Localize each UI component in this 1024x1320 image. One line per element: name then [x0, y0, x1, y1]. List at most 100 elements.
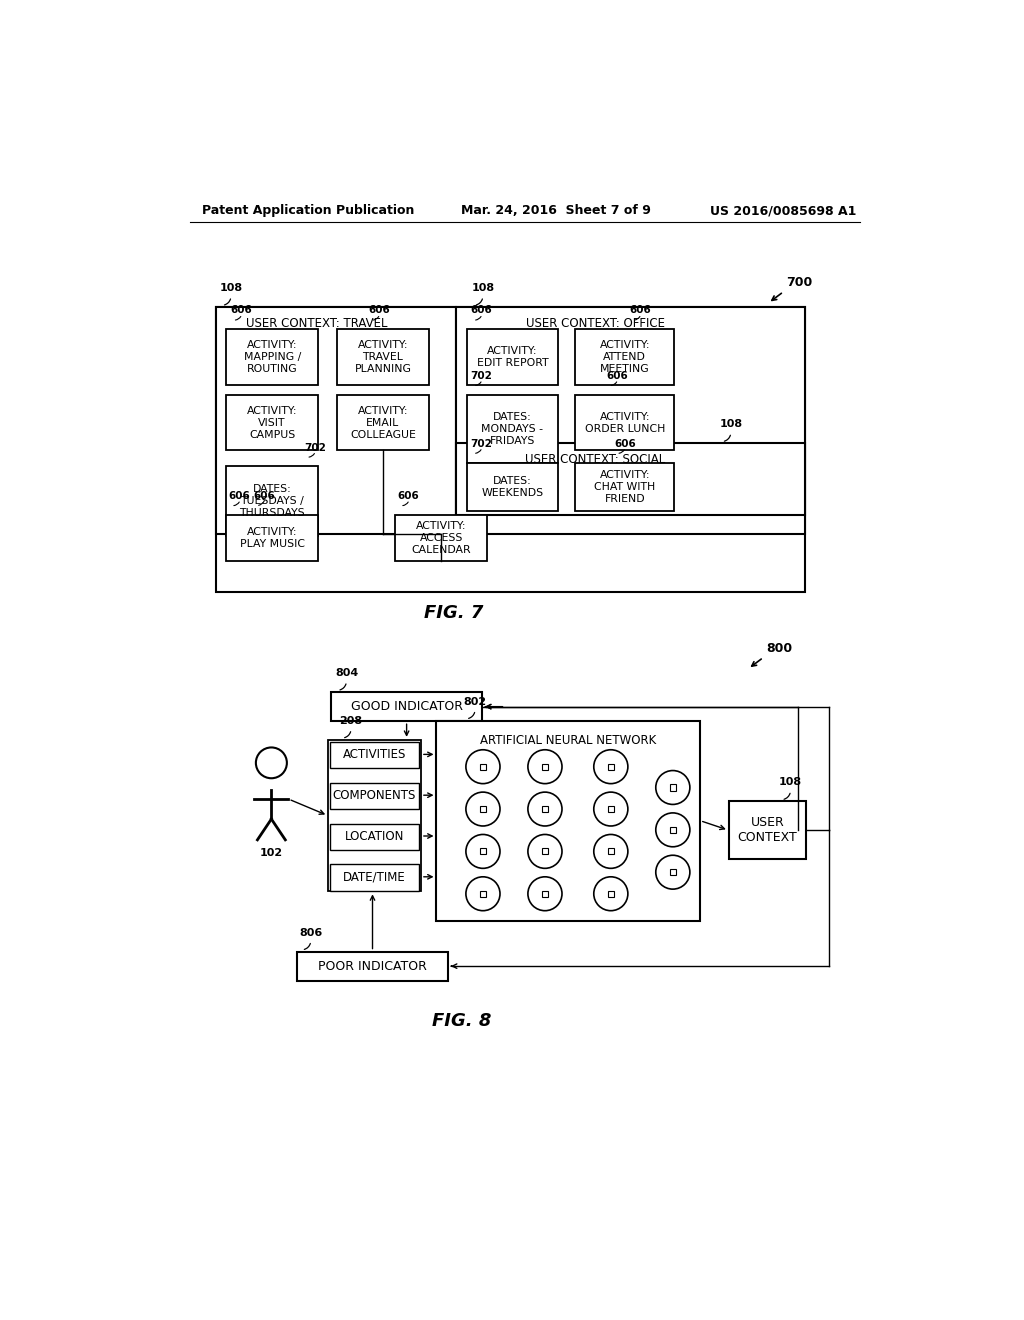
Text: DATES:
TUESDAYS /
THURSDAYS: DATES: TUESDAYS / THURSDAYS	[240, 484, 305, 517]
Bar	[670, 784, 676, 791]
Circle shape	[655, 855, 690, 890]
Circle shape	[528, 834, 562, 869]
Text: 804: 804	[335, 668, 358, 678]
Bar	[226, 466, 317, 536]
Text: 208: 208	[340, 715, 362, 726]
Text: ARTIFICIAL NEURAL NETWORK: ARTIFICIAL NEURAL NETWORK	[480, 734, 656, 747]
Text: 108: 108	[219, 284, 243, 293]
Bar	[480, 891, 486, 896]
Bar	[480, 849, 486, 854]
Text: 606: 606	[254, 491, 275, 502]
Bar	[297, 952, 449, 981]
Text: GOOD INDICATOR: GOOD INDICATOR	[350, 700, 463, 713]
Text: 606: 606	[230, 305, 252, 315]
Bar	[328, 739, 421, 891]
Bar	[575, 330, 675, 385]
Bar	[575, 395, 675, 450]
Text: 606: 606	[606, 371, 628, 381]
Text: FIG. 7: FIG. 7	[424, 603, 483, 622]
Text: ACTIVITY:
CHAT WITH
FRIEND: ACTIVITY: CHAT WITH FRIEND	[594, 470, 655, 504]
Text: ACTIVITY:
ACCESS
CALENDAR: ACTIVITY: ACCESS CALENDAR	[412, 521, 471, 554]
Text: 702: 702	[471, 438, 493, 449]
Text: USER CONTEXT: OFFICE: USER CONTEXT: OFFICE	[526, 317, 665, 330]
Text: 606: 606	[630, 305, 651, 315]
Text: Mar. 24, 2016  Sheet 7 of 9: Mar. 24, 2016 Sheet 7 of 9	[461, 205, 651, 218]
Text: 800: 800	[766, 642, 792, 655]
Circle shape	[528, 792, 562, 826]
Bar	[607, 763, 614, 770]
Bar	[331, 742, 419, 768]
Bar	[331, 783, 419, 809]
Bar	[337, 330, 429, 385]
Bar	[456, 308, 805, 535]
Text: FIG. 8: FIG. 8	[431, 1012, 490, 1030]
Text: ACTIVITY:
EMAIL
COLLEAGUE: ACTIVITY: EMAIL COLLEAGUE	[350, 405, 416, 440]
Text: ACTIVITY:
MAPPING /
ROUTING: ACTIVITY: MAPPING / ROUTING	[244, 341, 301, 374]
Text: Patent Application Publication: Patent Application Publication	[202, 205, 414, 218]
Bar	[607, 891, 614, 896]
Text: ACTIVITY:
TRAVEL
PLANNING: ACTIVITY: TRAVEL PLANNING	[354, 341, 412, 374]
Bar	[467, 330, 558, 385]
Bar	[607, 807, 614, 812]
Bar	[331, 865, 419, 891]
Bar	[436, 721, 700, 921]
Text: USER CONTEXT: TRAVEL: USER CONTEXT: TRAVEL	[246, 317, 387, 330]
Bar	[607, 849, 614, 854]
Circle shape	[594, 792, 628, 826]
Bar	[542, 807, 548, 812]
Text: US 2016/0085698 A1: US 2016/0085698 A1	[710, 205, 856, 218]
Circle shape	[594, 834, 628, 869]
Text: DATES:
WEEKENDS: DATES: WEEKENDS	[481, 475, 544, 498]
Text: 806: 806	[299, 928, 323, 937]
Bar	[337, 395, 429, 450]
Circle shape	[528, 876, 562, 911]
Text: ACTIVITY:
EDIT REPORT: ACTIVITY: EDIT REPORT	[476, 346, 548, 368]
Text: 606: 606	[369, 305, 390, 315]
Text: DATE/TIME: DATE/TIME	[343, 870, 406, 883]
Text: 606: 606	[228, 491, 251, 502]
Text: 108: 108	[719, 420, 742, 429]
Text: 702: 702	[471, 371, 493, 381]
Text: 102: 102	[260, 847, 283, 858]
Text: ACTIVITY:
VISIT
CAMPUS: ACTIVITY: VISIT CAMPUS	[247, 405, 297, 440]
Circle shape	[655, 813, 690, 847]
Bar	[670, 826, 676, 833]
Bar	[480, 807, 486, 812]
Text: 702: 702	[304, 442, 326, 453]
Bar	[456, 444, 805, 515]
Circle shape	[594, 876, 628, 911]
Text: LOCATION: LOCATION	[345, 829, 404, 842]
Text: USER CONTEXT: SOCIAL: USER CONTEXT: SOCIAL	[525, 453, 666, 466]
Text: COMPONENTS: COMPONENTS	[333, 788, 416, 801]
Text: 802: 802	[464, 697, 486, 706]
Bar	[216, 308, 805, 591]
Text: ACTIVITY:
PLAY MUSIC: ACTIVITY: PLAY MUSIC	[240, 527, 305, 549]
Text: 700: 700	[786, 276, 812, 289]
Circle shape	[256, 747, 287, 779]
Text: 606: 606	[397, 491, 420, 502]
Bar	[480, 763, 486, 770]
Circle shape	[594, 750, 628, 784]
Text: USER
CONTEXT: USER CONTEXT	[737, 816, 798, 845]
Text: ACTIVITY:
ORDER LUNCH: ACTIVITY: ORDER LUNCH	[585, 412, 665, 433]
Bar	[226, 330, 317, 385]
Bar	[575, 462, 675, 511]
Circle shape	[466, 750, 500, 784]
Text: DATES:
MONDAYS -
FRIDAYS: DATES: MONDAYS - FRIDAYS	[481, 412, 544, 446]
Text: 108: 108	[779, 777, 802, 788]
Bar	[226, 515, 317, 561]
Circle shape	[528, 750, 562, 784]
Circle shape	[466, 834, 500, 869]
Text: POOR INDICATOR: POOR INDICATOR	[318, 960, 427, 973]
Bar	[467, 395, 558, 462]
Circle shape	[466, 876, 500, 911]
Circle shape	[466, 792, 500, 826]
Bar	[670, 869, 676, 875]
Bar	[542, 849, 548, 854]
Bar	[331, 824, 419, 850]
Text: 108: 108	[471, 284, 495, 293]
Text: ACTIVITY:
ATTEND
MEETING: ACTIVITY: ATTEND MEETING	[599, 341, 650, 374]
Bar	[331, 692, 482, 721]
Bar	[467, 462, 558, 511]
Text: 606: 606	[614, 438, 636, 449]
